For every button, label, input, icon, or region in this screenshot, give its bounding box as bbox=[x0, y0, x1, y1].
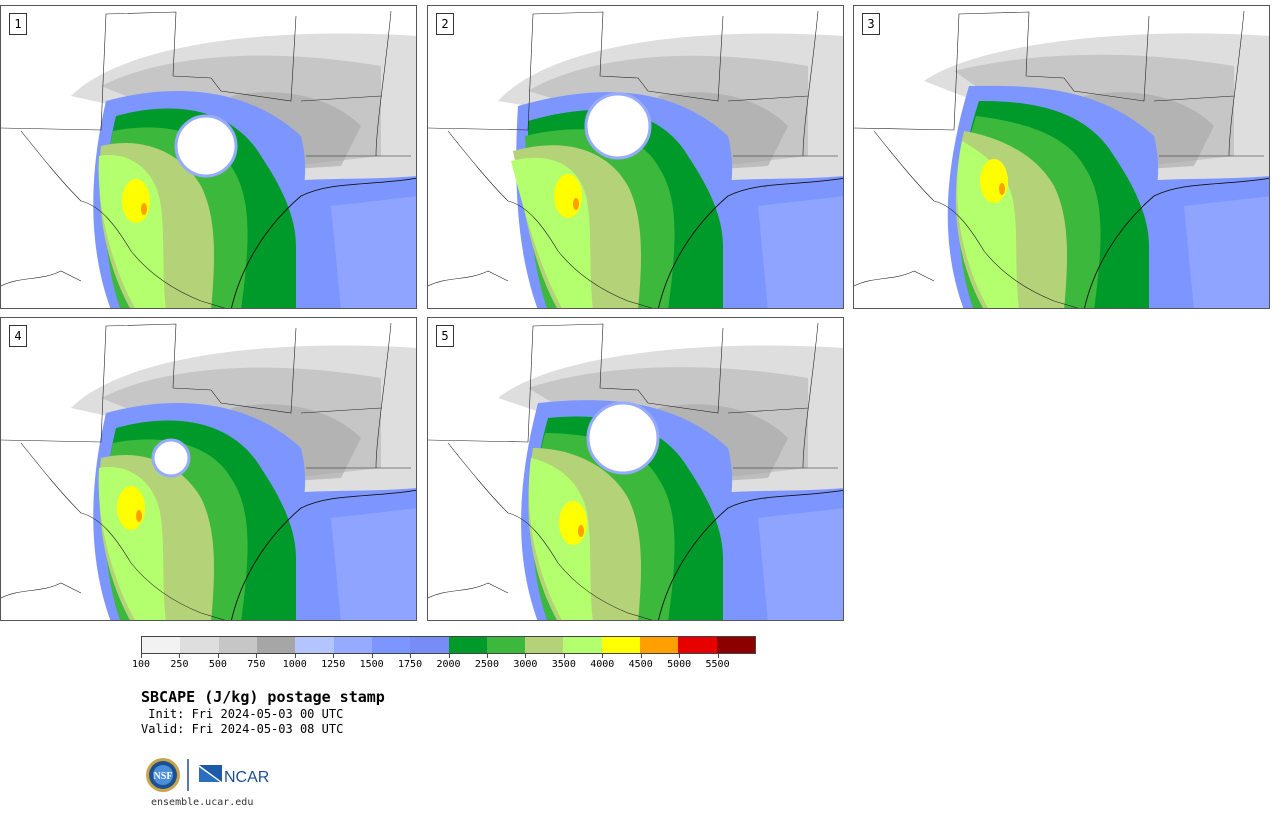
colorbar-swatch bbox=[180, 637, 219, 653]
colorbar-tick-label: 250 bbox=[170, 654, 189, 670]
colorbar-swatch bbox=[678, 637, 717, 653]
colorbar-swatch bbox=[256, 637, 296, 653]
colorbar-swatch bbox=[142, 637, 181, 653]
map-panel-5: 5 bbox=[427, 317, 844, 621]
colorbar-tick-label: 4000 bbox=[590, 654, 615, 670]
colorbar-tick-label: 750 bbox=[247, 654, 266, 670]
logos: NSF NCAR bbox=[146, 758, 269, 792]
colorbar-tick-label: 4500 bbox=[628, 654, 653, 670]
map-panel-2: 2 bbox=[427, 5, 844, 309]
colorbar-swatch bbox=[448, 637, 487, 653]
ncar-logo-text: NCAR bbox=[224, 769, 269, 786]
panel-label: 5 bbox=[436, 325, 454, 347]
colorbar-swatch bbox=[525, 637, 564, 653]
colorbar-tick-label: 5500 bbox=[705, 654, 730, 670]
valid-time: Valid: Fri 2024-05-03 08 UTC bbox=[141, 722, 344, 736]
map-panel-3: 3 bbox=[853, 5, 1270, 309]
colorbar-tick-label: 3500 bbox=[551, 654, 576, 670]
colorbar-tick-label: 1500 bbox=[359, 654, 384, 670]
colorbar-tick-label: 2000 bbox=[436, 654, 461, 670]
site-url: ensemble.ucar.edu bbox=[151, 797, 254, 808]
colorbar-swatch bbox=[563, 637, 602, 653]
colorbar-tick-label: 5000 bbox=[667, 654, 692, 670]
colorbar-swatch bbox=[716, 637, 755, 653]
colorbar-swatch bbox=[486, 637, 526, 653]
colorbar-swatch bbox=[371, 637, 411, 653]
colorbar-tick-label: 100 bbox=[131, 654, 151, 670]
cape-map bbox=[854, 10, 1269, 308]
colorbar-tick-label: 2500 bbox=[474, 654, 499, 670]
cape-map bbox=[1, 10, 416, 308]
colorbar-tick-label: 3000 bbox=[513, 654, 538, 670]
cape-map bbox=[1, 322, 416, 620]
panel-label: 2 bbox=[436, 13, 454, 35]
panel-label: 4 bbox=[9, 325, 27, 347]
colorbar-swatch bbox=[640, 637, 679, 653]
colorbar-swatch bbox=[218, 637, 257, 653]
nsf-logo: NSF bbox=[146, 758, 180, 792]
ncar-logo: NCAR bbox=[199, 765, 269, 786]
colorbar-swatch bbox=[295, 637, 334, 653]
colorbar bbox=[141, 636, 756, 654]
colorbar-ticks: 100 250 500 750 1000 1250 1500 1750 2000 2500 3000… bbox=[132, 654, 756, 673]
nsf-logo-text: NSF bbox=[154, 771, 173, 782]
map-panel-1: 1 bbox=[0, 5, 417, 309]
colorbar-swatch bbox=[601, 637, 641, 653]
map-panel-4: 4 bbox=[0, 317, 417, 621]
cape-map bbox=[428, 10, 843, 308]
panel-label: 1 bbox=[9, 13, 27, 35]
page-title: SBCAPE (J/kg) postage stamp bbox=[141, 688, 385, 706]
colorbar-tick-label: 1250 bbox=[321, 654, 346, 670]
cape-map bbox=[428, 322, 843, 620]
colorbar-swatch bbox=[333, 637, 372, 653]
colorbar-swatch bbox=[410, 637, 449, 653]
colorbar-tick-label: 1000 bbox=[282, 654, 307, 670]
panel-label: 3 bbox=[862, 13, 880, 35]
init-time: Init: Fri 2024-05-03 00 UTC bbox=[141, 707, 344, 721]
colorbar-tick-label: 1750 bbox=[398, 654, 423, 670]
colorbar-tick-label: 500 bbox=[208, 654, 227, 670]
